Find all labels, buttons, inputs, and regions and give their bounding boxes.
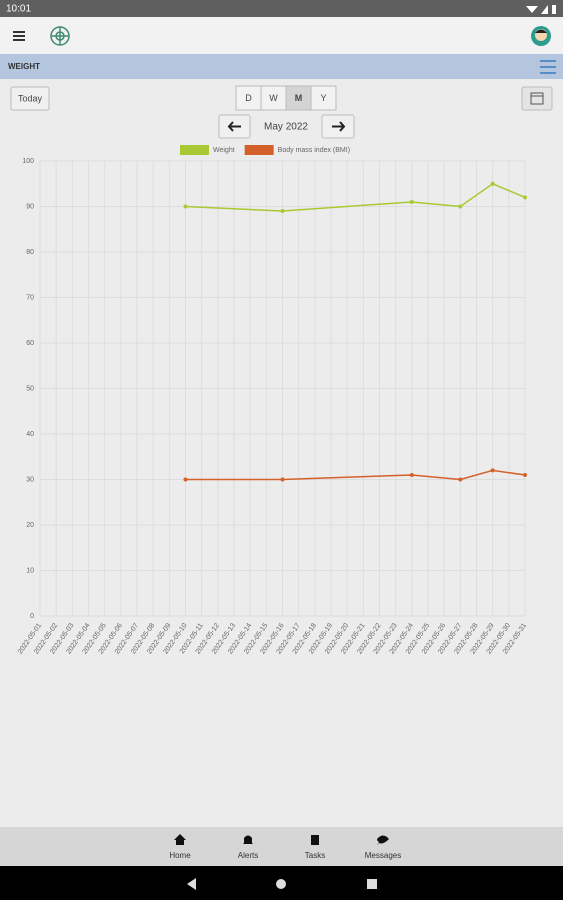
nav-label: Tasks — [305, 851, 325, 860]
legend-label: Weight — [213, 147, 235, 154]
period-bg — [310, 85, 337, 111]
chart: 2022-05-012022-05-022022-05-032022-05-04… — [17, 145, 528, 656]
data-point — [280, 209, 285, 214]
menu-button[interactable] — [13, 31, 25, 41]
period-label: W — [269, 93, 278, 103]
prev-button[interactable] — [218, 114, 251, 139]
period-label: M — [295, 93, 303, 103]
y-tick-label: 40 — [26, 431, 34, 438]
data-point — [409, 199, 414, 204]
period-button[interactable]: D — [235, 85, 262, 111]
legend-swatch — [244, 145, 274, 155]
period-label: Y — [320, 93, 326, 103]
y-tick-label: 80 — [26, 249, 34, 256]
legend-swatch — [180, 145, 209, 155]
nav-label: Alerts — [238, 851, 258, 860]
data-point — [183, 204, 188, 209]
legend-label: Body mass index (BMI) — [278, 147, 350, 154]
y-tick-label: 0 — [30, 613, 34, 620]
app-bar — [0, 17, 563, 54]
nav-label: Messages — [365, 851, 401, 860]
data-point — [183, 477, 188, 482]
period-bg — [285, 85, 312, 111]
data-point — [409, 472, 414, 477]
data-point — [458, 204, 463, 209]
logo[interactable] — [50, 26, 70, 46]
today-button[interactable]: Today — [10, 86, 50, 111]
y-tick-label: 70 — [26, 294, 34, 301]
status-time: 10:01 — [6, 4, 31, 15]
data-point — [490, 468, 495, 473]
data-point — [280, 477, 285, 482]
calendar-button[interactable] — [521, 86, 553, 111]
series-line — [185, 469, 526, 481]
data-point — [490, 181, 495, 186]
nav-item[interactable]: Home — [169, 834, 191, 860]
section-bar — [0, 54, 563, 79]
nav-icon — [243, 835, 253, 844]
section-title: WEIGHT — [8, 62, 40, 71]
y-tick-label: 100 — [22, 158, 34, 165]
status-icons — [526, 5, 556, 14]
filter-button[interactable] — [540, 60, 556, 74]
data-point — [458, 477, 463, 482]
period-button[interactable]: W — [260, 85, 287, 111]
system-buttons[interactable] — [187, 878, 377, 890]
bottom-nav-items: Home Alerts Tasks Messages — [169, 834, 401, 860]
avatar[interactable] — [531, 26, 551, 46]
data-point — [523, 472, 527, 477]
nav-icon — [377, 835, 389, 846]
y-tick-label: 30 — [26, 476, 34, 483]
nav-icon — [311, 835, 319, 845]
y-tick-label: 10 — [26, 567, 34, 574]
nav-item[interactable]: Messages — [365, 835, 401, 861]
period-bg — [260, 85, 287, 111]
period-button[interactable]: M — [285, 85, 312, 111]
bottom-nav — [0, 827, 563, 866]
month-label: May 2022 — [264, 122, 308, 133]
period-label: D — [245, 93, 252, 103]
status-bar — [0, 0, 563, 17]
next-button[interactable] — [321, 114, 355, 139]
nav-item[interactable]: Tasks — [305, 835, 325, 860]
y-tick-label: 90 — [26, 203, 34, 210]
nav-label: Home — [169, 851, 191, 860]
y-tick-label: 60 — [26, 340, 34, 347]
today-label: Today — [18, 93, 43, 103]
nav-item[interactable]: Alerts — [238, 835, 258, 861]
y-tick-label: 50 — [26, 385, 34, 392]
series-line — [185, 182, 526, 212]
y-tick-label: 20 — [26, 522, 34, 529]
data-point — [523, 195, 527, 200]
nav-icon — [174, 834, 186, 845]
period-button[interactable]: Y — [310, 85, 337, 111]
